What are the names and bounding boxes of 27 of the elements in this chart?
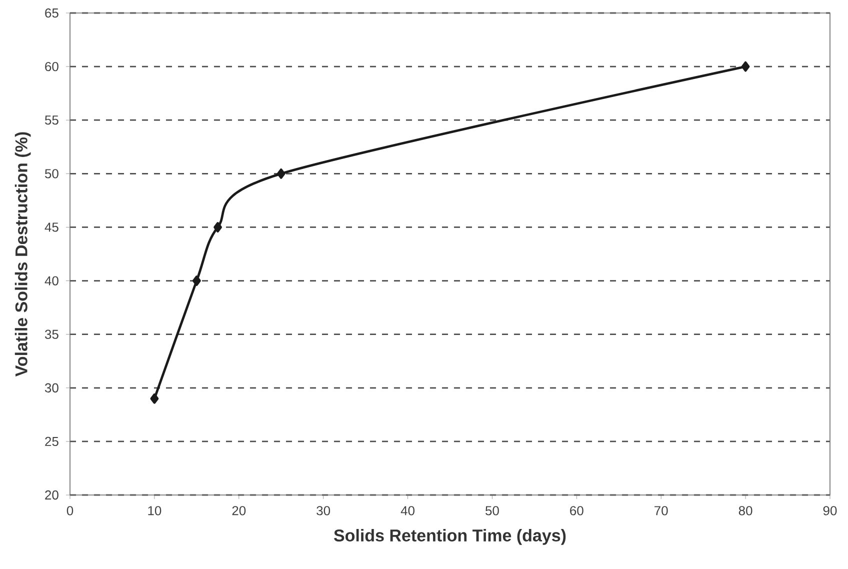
x-tick-label: 20 (232, 506, 246, 516)
point (214, 222, 222, 232)
x-tick-label: 40 (400, 506, 414, 516)
y-tick-label: 45 (44, 222, 58, 232)
x-tick-label: 90 (823, 506, 837, 516)
y-tick-label: 35 (44, 330, 58, 339)
x-axis-title: Solids Retention Time (days) (334, 528, 566, 545)
x-tick-label: 30 (316, 506, 330, 516)
point (192, 276, 201, 286)
point (150, 393, 159, 404)
point (741, 61, 750, 72)
x-tick-label: 0 (66, 506, 74, 516)
x-tick-label: 50 (486, 506, 499, 516)
y-tick-label: 30 (44, 383, 58, 392)
x-tick-label: 60 (570, 506, 584, 516)
point (276, 168, 286, 179)
y-tick-label: 65 (45, 8, 58, 18)
y-tick-label: 50 (45, 169, 58, 178)
y-tick-label: 55 (45, 116, 58, 125)
x-tick-label: 10 (148, 506, 162, 516)
y-tick-label: 25 (45, 436, 58, 446)
y-tick-label: 20 (45, 490, 58, 500)
x-tick-label: 80 (738, 506, 752, 516)
y-tick-label: 40 (44, 276, 58, 286)
y-axis-title: Volatile Solids Destruction (%) (14, 132, 31, 377)
y-tick-label: 60 (45, 62, 58, 72)
x-tick-label: 70 (654, 506, 668, 516)
